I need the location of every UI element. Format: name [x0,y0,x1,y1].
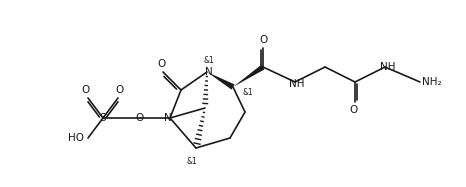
Text: NH₂: NH₂ [422,77,442,87]
Text: &1: &1 [204,56,214,65]
Text: O: O [259,35,267,45]
Text: N: N [205,67,213,77]
Text: NH: NH [380,62,396,72]
Text: S: S [100,113,106,123]
Text: &1: &1 [186,157,198,165]
Text: NH: NH [289,79,305,89]
Polygon shape [233,65,265,87]
Text: O: O [158,59,166,69]
Text: N: N [164,113,172,123]
Text: HO: HO [68,133,84,143]
Text: O: O [136,113,144,123]
Text: &1: &1 [243,88,254,96]
Text: O: O [82,85,90,95]
Text: O: O [349,105,357,115]
Polygon shape [207,72,234,90]
Text: O: O [116,85,124,95]
